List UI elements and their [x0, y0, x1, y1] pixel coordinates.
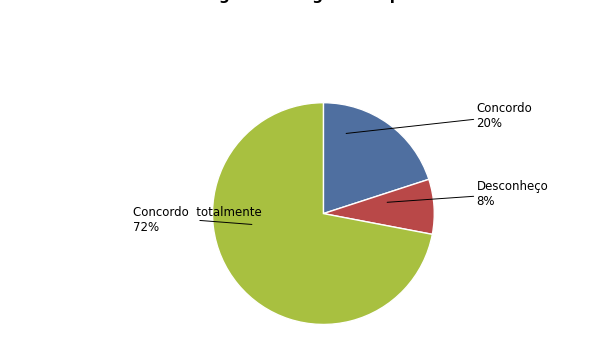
Text: Desconheço
8%: Desconheço 8%: [387, 180, 548, 208]
Wedge shape: [323, 103, 429, 214]
Text: Concordo
20%: Concordo 20%: [346, 102, 532, 134]
Wedge shape: [323, 179, 434, 234]
Text: Concordo  totalmente
72%: Concordo totalmente 72%: [132, 206, 261, 234]
Title: Percepção da empresa D
P2: A tecnologia da informação  aplicada na cadeia de sup: Percepção da empresa D P2: A tecnologia …: [49, 0, 616, 3]
Wedge shape: [213, 103, 432, 324]
